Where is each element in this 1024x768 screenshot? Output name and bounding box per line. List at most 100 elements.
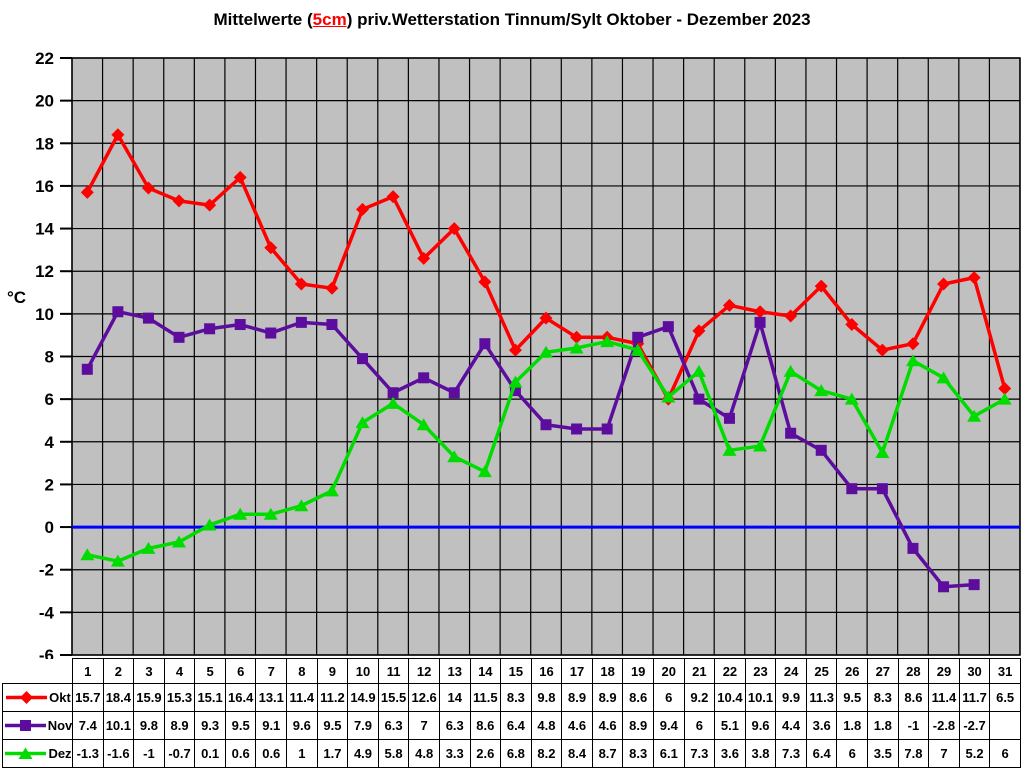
value-cell: 9.2 — [683, 683, 716, 712]
data-point-okt — [508, 343, 522, 357]
value-cell: 15.1 — [194, 683, 226, 712]
value-cell: 11.4 — [928, 683, 960, 712]
day-header-cell: 20 — [652, 658, 685, 684]
value-cell: 8.6 — [897, 683, 930, 712]
data-point-dez — [110, 554, 125, 567]
data-point-dez — [936, 371, 951, 384]
value-cell: 9.3 — [194, 711, 226, 740]
data-point-okt — [294, 277, 308, 291]
value-cell: 11.2 — [316, 683, 349, 712]
value-cell: 6.4 — [805, 739, 838, 768]
value-cell: 0.1 — [194, 739, 226, 768]
data-point-nov — [876, 483, 888, 495]
value-cell: 6.8 — [500, 739, 532, 768]
data-point-nov — [968, 579, 980, 591]
value-cell: 8.6 — [622, 683, 654, 712]
value-cell: 6 — [683, 711, 716, 740]
value-cell: 15.9 — [133, 683, 165, 712]
day-header-cell: 25 — [805, 658, 838, 684]
data-point-dez — [569, 341, 584, 354]
value-cell: 6 — [652, 683, 685, 712]
value-cell: 8.9 — [622, 711, 654, 740]
value-cell: 13.1 — [255, 683, 288, 712]
day-header-cell: 27 — [867, 658, 899, 684]
data-point-dez — [477, 465, 492, 478]
title-suffix: ) priv.Wetterstation Tinnum/Sylt Oktober… — [346, 10, 811, 29]
data-point-okt — [141, 181, 155, 195]
data-point-dez — [508, 375, 523, 388]
plot-border — [71, 57, 1021, 656]
data-point-dez — [80, 548, 95, 561]
value-cell: 3.8 — [744, 739, 777, 768]
value-cell: -1 — [897, 711, 930, 740]
data-point-nov — [326, 319, 338, 331]
data-point-dez — [539, 345, 553, 358]
data-point-okt — [539, 311, 553, 325]
legend-marker-icon — [4, 720, 46, 731]
value-cell: 8.9 — [163, 711, 196, 740]
day-header-row: 1 2 3 4 5 6 7 8 9 10 11 12 13 14 15 16 17 18 19 20 21 22 23 24 2… — [2, 658, 1021, 684]
value-cell: 11.3 — [805, 683, 838, 712]
value-cell: 1.8 — [867, 711, 899, 740]
data-point-nov — [815, 444, 827, 456]
value-cell: 9.1 — [255, 711, 288, 740]
data-point-dez — [997, 392, 1012, 405]
data-point-okt — [753, 305, 767, 319]
value-cell: 9.5 — [224, 711, 257, 740]
value-cell: 8.3 — [622, 739, 654, 768]
data-point-okt — [814, 279, 828, 293]
data-point-okt — [478, 275, 492, 289]
data-point-nov — [632, 331, 644, 343]
value-cell: 7 — [408, 711, 440, 740]
data-point-nov — [662, 321, 674, 333]
data-point-dez — [967, 409, 982, 422]
day-header-cell: 15 — [500, 658, 532, 684]
day-header-cell: 10 — [347, 658, 379, 684]
data-point-nov — [387, 387, 399, 399]
data-point-dez — [416, 418, 431, 431]
value-cell: 7.8 — [897, 739, 930, 768]
data-point-okt — [172, 194, 186, 208]
data-point-okt — [875, 343, 889, 357]
value-cell: -0.7 — [163, 739, 196, 768]
data-point-okt — [386, 190, 400, 204]
value-cell: 4.9 — [347, 739, 379, 768]
day-header-cell: 31 — [989, 658, 1021, 684]
day-header-cell: 24 — [775, 658, 807, 684]
data-point-nov — [357, 353, 369, 365]
value-cell: 9.6 — [744, 711, 777, 740]
day-header-cell: 9 — [316, 658, 349, 684]
day-header-cell: 29 — [928, 658, 960, 684]
value-cell: 6.3 — [438, 711, 471, 740]
value-cell: 8.9 — [591, 683, 624, 712]
data-point-dez — [355, 416, 370, 429]
data-point-okt — [845, 318, 859, 332]
data-point-dez — [233, 507, 248, 520]
data-point-okt — [967, 271, 981, 285]
data-point-okt — [325, 281, 339, 295]
data-point-dez — [600, 335, 615, 348]
value-cell: 4.4 — [775, 711, 807, 740]
y-axis-tick-label: 10 — [35, 305, 54, 324]
y-axis-tick-label: 4 — [45, 433, 55, 452]
data-point-okt — [111, 128, 125, 142]
data-point-nov — [81, 363, 93, 375]
value-cell: 15.5 — [377, 683, 410, 712]
data-point-okt — [692, 324, 706, 338]
value-cell: 14.9 — [347, 683, 379, 712]
series-legend: Dez — [5, 746, 72, 761]
y-axis-tick-label: 14 — [35, 220, 54, 239]
day-header-cell: 22 — [714, 658, 746, 684]
data-point-nov — [846, 483, 858, 495]
value-cell: 7 — [928, 739, 960, 768]
data-point-okt — [722, 298, 736, 312]
value-cell: 4.6 — [591, 711, 624, 740]
series-row-nov: Nov 7.4 10.1 9.8 8.9 9.3 9.5 9.1 9.6 9.5 7.9 6.3 7 6.… — [2, 711, 1021, 740]
value-cell: 9.8 — [530, 683, 563, 712]
y-axis-tick-label: 18 — [35, 134, 54, 153]
series-row-okt: Okt 15.7 18.4 15.9 15.3 15.1 16.4 13.1 11.4 11.2 1… — [2, 683, 1021, 712]
value-cell: 11.4 — [286, 683, 318, 712]
data-point-dez — [661, 390, 676, 403]
data-point-nov — [173, 331, 185, 343]
